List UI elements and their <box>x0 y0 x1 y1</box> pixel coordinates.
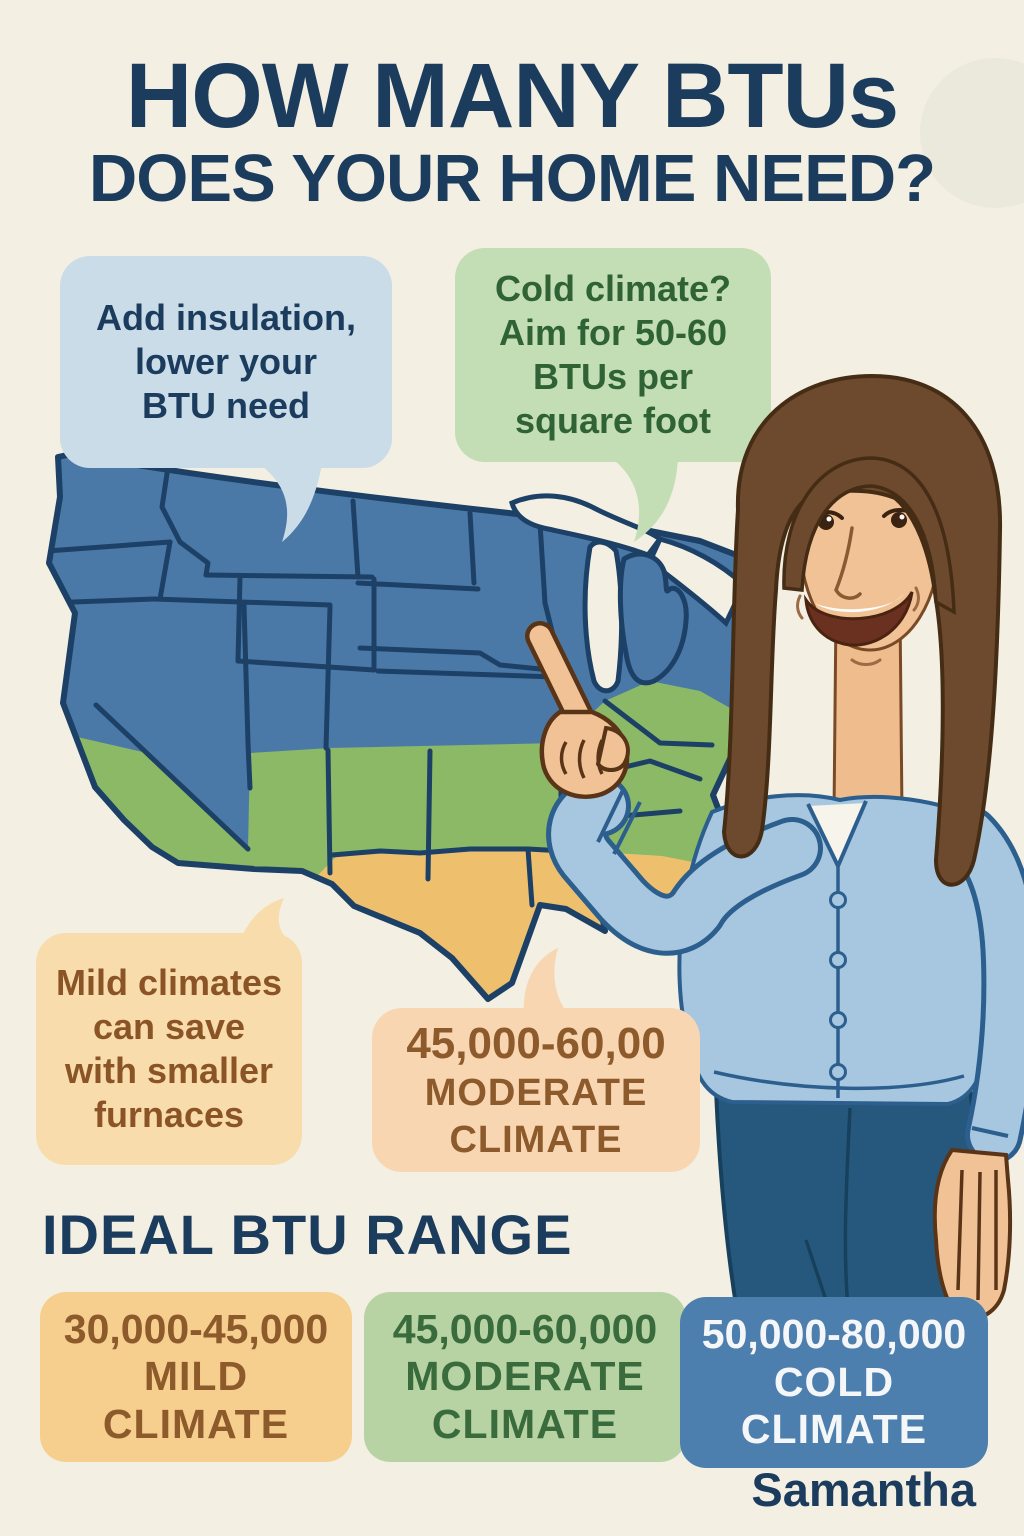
bubble-text: Aim for 50-60 <box>498 312 728 354</box>
range-climate: COLD <box>773 1358 895 1405</box>
bubble-text: Add insulation, <box>96 297 356 339</box>
bubble-text: lower your <box>134 341 318 383</box>
range-box-moderate: 45,000-60,000 MODERATE CLIMATE <box>364 1292 686 1462</box>
undershirt <box>808 803 866 864</box>
range-value: 45,000-60,000 <box>392 1305 658 1352</box>
pointing-arm <box>546 775 823 956</box>
range-value: 50,000-80,000 <box>701 1311 967 1358</box>
range-box-cold: 50,000-80,000 COLD CLIMATE <box>680 1297 988 1468</box>
range-climate: CLIMATE <box>102 1400 290 1447</box>
thumb <box>595 725 630 772</box>
right-hand <box>932 1147 1013 1321</box>
bubble-text: square foot <box>514 399 711 441</box>
presenter-name: Samantha <box>751 1463 976 1516</box>
michigan-state <box>617 551 689 686</box>
moderate-btu-value: 45,000-60,00 <box>406 1018 666 1068</box>
bubble-text: BTUs per <box>532 356 694 397</box>
bubble-text: MODERATE <box>424 1072 648 1115</box>
page-title-line2: DOES YOUR HOME NEED? <box>88 141 936 216</box>
range-climate: MILD <box>143 1353 249 1400</box>
range-box-mild: 30,000-45,000 MILD CLIMATE <box>40 1292 352 1462</box>
bubble-insulation-tail <box>262 464 322 542</box>
bubble-text: BTU need <box>141 384 310 426</box>
lake-michigan <box>582 539 625 694</box>
bubble-mild-climates: Mild climates can save with smaller furn… <box>36 933 302 1165</box>
page-title-line1: HOW MANY BTUs <box>125 45 899 147</box>
bubble-text: CLIMATE <box>449 1118 623 1161</box>
bubble-text: Cold climate? <box>494 268 732 310</box>
right-arm <box>932 806 1024 1321</box>
range-climate: CLIMATE <box>740 1406 928 1453</box>
bubble-text: with smaller <box>64 1050 274 1091</box>
section-heading: IDEAL BTU RANGE <box>42 1203 573 1266</box>
bubble-moderate-climate: 45,000-60,00 MODERATE CLIMATE <box>372 1008 700 1172</box>
state-borders <box>49 464 715 908</box>
bubble-cold-tail <box>614 458 678 542</box>
bubble-text: furnaces <box>93 1093 245 1135</box>
bubble-moderate-tail <box>523 948 568 1014</box>
cardigan-buttons <box>829 891 847 1081</box>
bubble-insulation: Add insulation, lower your BTU need <box>60 256 392 468</box>
range-climate: MODERATE <box>405 1353 645 1400</box>
bubble-cold-climate: Cold climate? Aim for 50-60 BTUs per squ… <box>455 248 771 462</box>
bubble-text: can save <box>92 1006 246 1048</box>
pointing-hand <box>525 621 630 799</box>
bubble-text: Mild climates <box>55 962 283 1004</box>
range-value: 30,000-45,000 <box>63 1305 329 1352</box>
range-climate: CLIMATE <box>431 1400 619 1447</box>
bubble-mild-tail <box>240 898 288 940</box>
hair-fringe <box>782 456 956 616</box>
